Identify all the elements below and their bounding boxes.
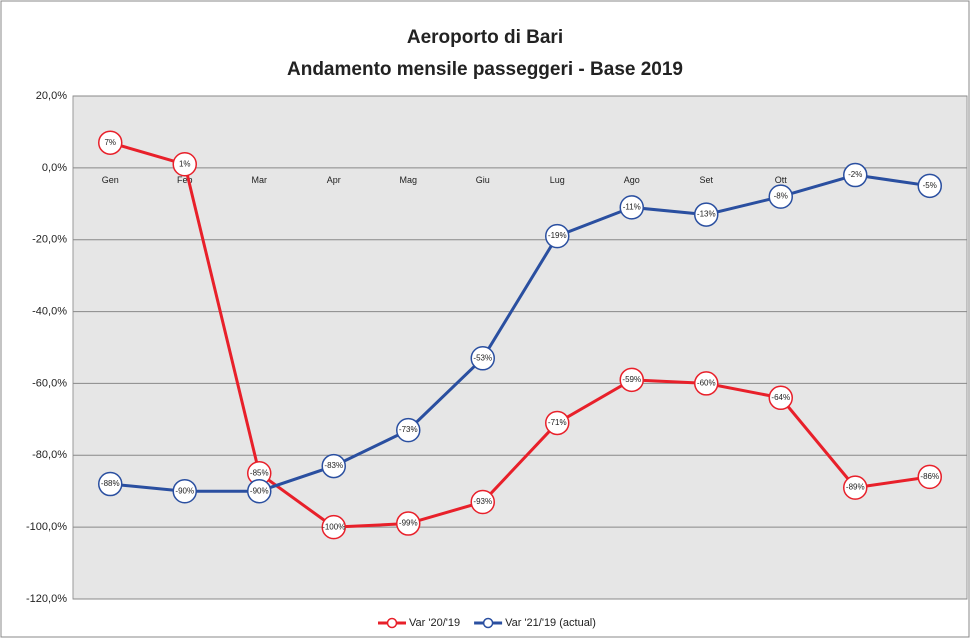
data-point	[619, 367, 644, 393]
y-tick-label: -20,0%	[32, 234, 67, 246]
data-label: -8%	[774, 192, 788, 201]
data-label: -19%	[548, 231, 567, 240]
data-point	[694, 202, 719, 227]
data-point	[843, 475, 868, 500]
data-point	[470, 489, 495, 515]
x-tick-label: Ott	[775, 175, 788, 185]
data-point	[396, 511, 421, 536]
plot-area	[72, 95, 968, 600]
x-tick-label: Mar	[252, 175, 268, 185]
data-label: -5%	[923, 181, 937, 190]
series-line	[109, 141, 930, 529]
y-tick-label: -60,0%	[32, 377, 67, 389]
data-label: -60%	[697, 379, 716, 388]
x-tick-label: Giu	[476, 175, 490, 185]
y-tick-label: -100,0%	[26, 521, 67, 533]
x-tick-label: Ago	[624, 175, 640, 185]
data-label: -71%	[548, 418, 567, 427]
data-label: -73%	[399, 425, 418, 434]
data-point	[917, 464, 942, 490]
data-label: -88%	[101, 479, 120, 488]
legend-label: Var '21/'19 (actual)	[505, 617, 596, 629]
data-point	[768, 184, 793, 209]
data-point	[768, 385, 793, 411]
y-tick-label: -120,0%	[26, 593, 67, 605]
data-label: -90%	[250, 486, 269, 495]
data-point	[545, 410, 570, 436]
legend-marker	[482, 617, 494, 629]
data-point	[545, 223, 570, 249]
data-point	[843, 162, 868, 188]
data-label: -99%	[399, 519, 418, 528]
data-point	[172, 478, 197, 504]
x-tick-label: Set	[699, 175, 713, 185]
data-point	[98, 471, 123, 497]
legend-marker	[386, 617, 398, 629]
data-label: -64%	[771, 393, 790, 402]
x-tick-label: Gen	[102, 175, 119, 185]
legend-label: Var '20/'19	[409, 617, 460, 629]
x-tick-label: Apr	[327, 175, 341, 185]
data-label: 1%	[179, 159, 191, 168]
y-tick-label: -40,0%	[32, 305, 67, 317]
data-label: -86%	[920, 472, 939, 481]
data-label: -59%	[622, 375, 641, 384]
data-point	[321, 514, 346, 540]
y-tick-label: 20,0%	[36, 90, 67, 102]
data-label: -100%	[322, 522, 345, 531]
data-point	[619, 195, 644, 220]
y-tick-label: 0,0%	[42, 162, 67, 174]
x-tick-label: Lug	[550, 175, 565, 185]
series-line	[110, 173, 930, 493]
data-label: -13%	[697, 210, 716, 219]
data-label: -93%	[473, 497, 492, 506]
data-point	[321, 453, 346, 479]
y-tick-label: -80,0%	[32, 449, 67, 461]
data-point	[694, 371, 719, 396]
data-point	[172, 152, 197, 177]
chart-subtitle: Andamento mensile passeggeri - Base 2019	[287, 59, 683, 80]
data-label: -89%	[846, 483, 865, 492]
data-point	[917, 173, 942, 199]
x-tick-label: Feb	[177, 175, 193, 185]
data-label: -11%	[623, 202, 641, 211]
data-label: -2%	[848, 170, 862, 179]
data-point	[247, 478, 272, 504]
data-point	[470, 346, 495, 371]
data-label: -83%	[324, 461, 343, 470]
data-point	[396, 417, 421, 443]
data-label: 7%	[104, 138, 116, 147]
data-label: -53%	[473, 353, 492, 362]
data-label: -85%	[250, 468, 269, 477]
data-label: -90%	[175, 486, 194, 495]
chart-title: Aeroporto di Bari	[407, 27, 563, 48]
data-point	[98, 130, 123, 155]
x-tick-label: Mag	[399, 175, 417, 185]
